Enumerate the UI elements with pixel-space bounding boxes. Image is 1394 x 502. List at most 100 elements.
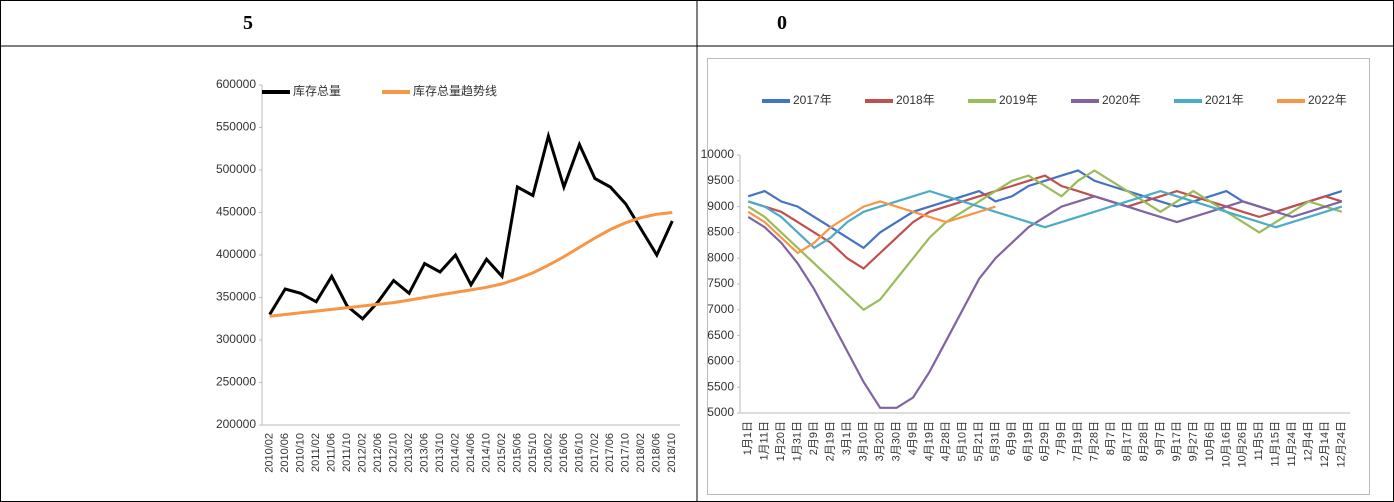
x-tick-label: 6月19日 (1022, 421, 1034, 461)
x-tick-label: 5月21日 (973, 421, 985, 461)
x-tick-label: 7月19日 (1072, 421, 1084, 461)
legend-label: 2022年 (1308, 93, 1347, 107)
x-tick-label: 3月30日 (891, 421, 903, 461)
y-tick-label: 10000 (701, 147, 735, 161)
series-line (747, 195, 1343, 409)
x-tick-label: 2011/02 (310, 433, 322, 472)
x-tick-label: 10月16日 (1220, 421, 1232, 467)
x-tick-label: 12月24日 (1336, 421, 1348, 467)
series-line (747, 174, 1343, 270)
legend-label: 2018年 (896, 93, 935, 107)
series-line (747, 189, 1343, 250)
y-tick-label: 6500 (707, 328, 734, 342)
legend-label: 2020年 (1102, 93, 1141, 107)
y-tick-label: 300000 (216, 332, 256, 346)
x-tick-label: 8月28日 (1138, 421, 1150, 461)
x-tick-label: 2012/06 (372, 433, 384, 473)
x-tick-label: 8月17日 (1121, 421, 1133, 461)
y-tick-label: 600000 (216, 77, 256, 91)
y-tick-label: 200000 (216, 417, 256, 431)
x-tick-label: 3月20日 (874, 421, 886, 461)
x-tick-label: 5月31日 (989, 421, 1001, 461)
x-tick-label: 2月19日 (825, 421, 837, 461)
x-tick-label: 2012/02 (357, 433, 369, 473)
x-tick-label: 2013/10 (434, 433, 446, 473)
x-tick-label: 4月9日 (907, 421, 919, 455)
y-tick-label: 8000 (707, 250, 734, 264)
x-tick-label: 2015/10 (527, 433, 539, 473)
y-tick-label: 7500 (707, 276, 734, 290)
legend-label: 库存总量 (293, 83, 341, 98)
x-tick-label: 2012/10 (387, 433, 399, 473)
y-tick-label: 350000 (216, 290, 256, 304)
x-tick-label: 11月15日 (1270, 421, 1282, 467)
x-tick-label: 2018/10 (666, 433, 678, 473)
series-line (747, 169, 1343, 312)
x-tick-label: 2013/06 (418, 433, 430, 473)
y-tick-label: 450000 (216, 205, 256, 219)
x-tick-label: 2月9日 (808, 421, 820, 455)
x-tick-label: 2011/10 (341, 433, 353, 472)
x-tick-label: 2014/06 (465, 433, 477, 473)
x-tick-label: 10月6日 (1204, 421, 1216, 461)
legend-label: 2017年 (793, 93, 832, 107)
x-tick-label: 2013/02 (403, 433, 415, 473)
x-tick-label: 2018/02 (635, 433, 647, 473)
chart-border (707, 58, 1370, 495)
y-tick-label: 6000 (707, 354, 734, 368)
x-tick-label: 9月17日 (1171, 421, 1183, 461)
x-tick-label: 2010/10 (295, 433, 307, 473)
x-tick-label: 1月11日 (759, 421, 771, 461)
x-tick-label: 4月28日 (940, 421, 952, 461)
legend-label: 2019年 (999, 93, 1038, 107)
series-line (747, 169, 1343, 250)
series-line (269, 211, 673, 318)
x-tick-label: 11月24日 (1286, 421, 1298, 467)
x-tick-label: 2011/06 (326, 433, 338, 472)
x-tick-label: 2016/06 (558, 433, 570, 473)
x-tick-label: 9月7日 (1154, 421, 1166, 455)
x-tick-label: 6月9日 (1006, 421, 1018, 455)
x-tick-label: 2018/06 (651, 433, 663, 473)
x-tick-label: 5月10日 (956, 421, 968, 461)
x-tick-label: 1月1日 (742, 421, 754, 455)
x-tick-label: 2017/02 (589, 433, 601, 473)
x-tick-label: 2017/06 (604, 433, 616, 473)
x-tick-label: 12月14日 (1319, 421, 1331, 467)
x-tick-label: 2015/06 (511, 433, 523, 473)
y-tick-label: 500000 (216, 162, 256, 176)
series-line (747, 200, 996, 255)
x-tick-label: 2016/02 (542, 433, 554, 473)
x-tick-label: 1月20日 (775, 421, 787, 461)
y-tick-label: 7000 (707, 302, 734, 316)
x-tick-label: 2010/06 (279, 433, 291, 473)
x-tick-label: 3月10日 (858, 421, 870, 461)
x-tick-label: 2015/02 (496, 433, 508, 473)
x-tick-label: 2017/10 (620, 433, 632, 473)
y-tick-label: 5500 (707, 379, 734, 393)
x-tick-label: 7月28日 (1088, 421, 1100, 461)
y-tick-label: 550000 (216, 120, 256, 134)
header-cell: 5 (243, 12, 253, 34)
x-tick-label: 9月27日 (1187, 421, 1199, 461)
x-tick-label: 2016/10 (573, 433, 585, 473)
x-tick-label: 11月5日 (1253, 421, 1265, 461)
x-tick-label: 4月19日 (924, 421, 936, 461)
legend-label: 2021年 (1205, 93, 1244, 107)
x-tick-label: 1月31日 (792, 421, 804, 461)
x-tick-label: 10月26日 (1237, 421, 1249, 467)
x-tick-label: 6月29日 (1039, 421, 1051, 461)
x-tick-label: 8月7日 (1105, 421, 1117, 455)
x-tick-label: 2010/02 (264, 433, 276, 473)
series-line (268, 130, 674, 321)
y-tick-label: 250000 (216, 375, 256, 389)
y-tick-label: 400000 (216, 247, 256, 261)
y-tick-label: 5000 (707, 405, 734, 419)
x-tick-label: 3月1日 (841, 421, 853, 455)
legend-label: 库存总量趋势线 (413, 83, 497, 98)
x-tick-label: 2014/10 (480, 433, 492, 473)
y-tick-label: 8500 (707, 225, 734, 239)
x-tick-label: 12月4日 (1303, 421, 1315, 461)
